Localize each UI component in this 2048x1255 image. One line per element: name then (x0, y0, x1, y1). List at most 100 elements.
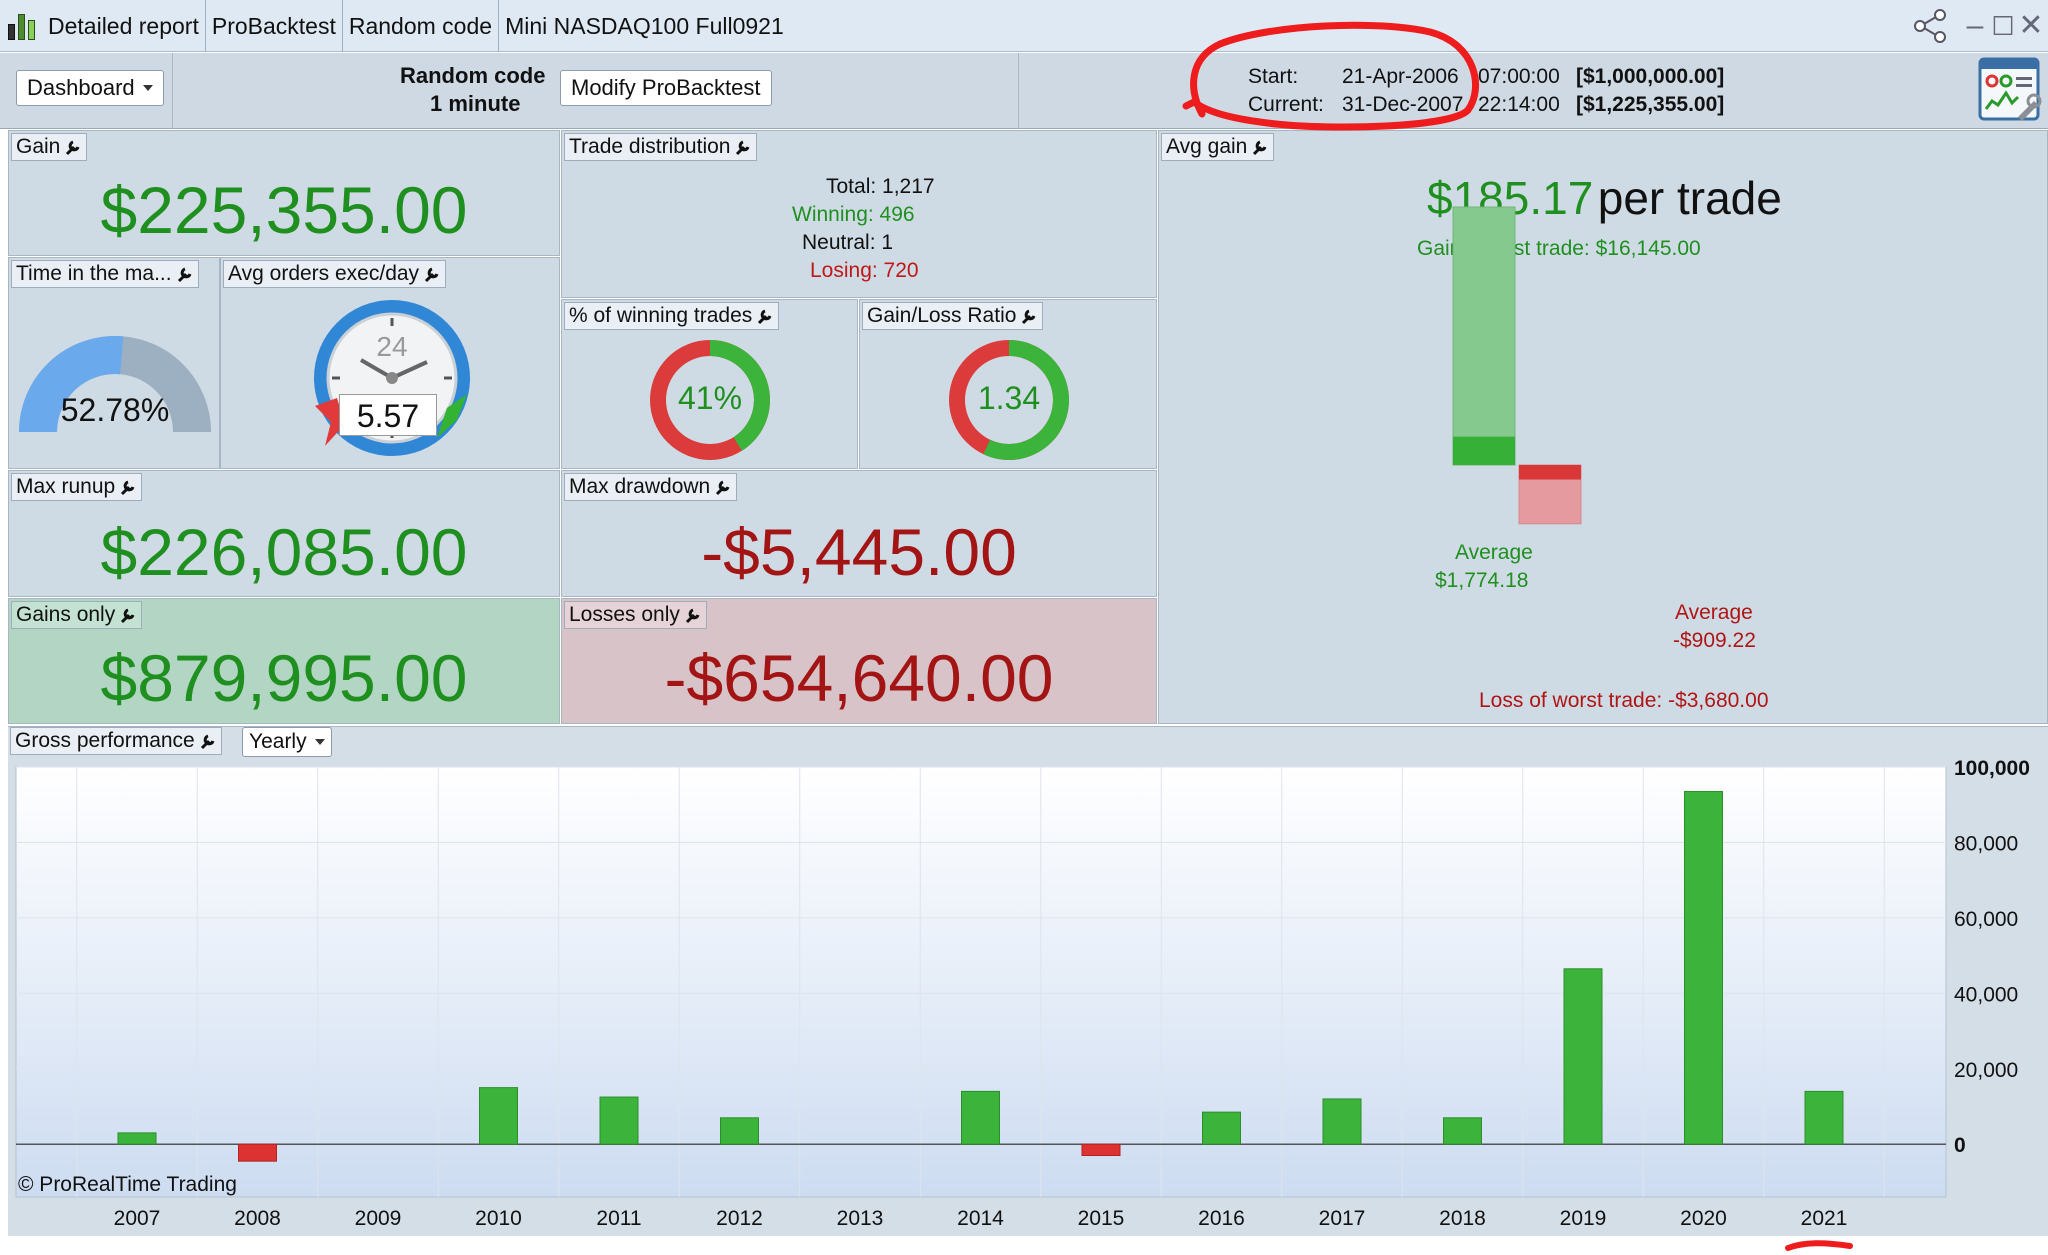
wrench-icon[interactable] (1251, 138, 1269, 156)
view-select[interactable]: Dashboard (16, 70, 164, 106)
wrench-icon[interactable] (756, 307, 774, 325)
bar-2019 (1563, 968, 1603, 1145)
avg-gain-headline: $185.17 per trade (1427, 171, 1782, 225)
trade-winning: Winning: 496 (792, 203, 915, 226)
worst-trade-label: Loss of worst trade: -$3,680.00 (1479, 689, 1769, 712)
x-tick-label: 2021 (1801, 1207, 1848, 1230)
tab-probacktest[interactable]: ProBacktest (206, 0, 343, 52)
gain-value: $225,355.00 (100, 173, 468, 247)
wrench-icon[interactable] (176, 265, 194, 283)
time-in-market-value: 52.78% (60, 392, 170, 428)
timeframe: 1 minute (430, 91, 521, 116)
y-tick-label: 0 (1954, 1134, 1966, 1157)
bar-2016 (1202, 1111, 1241, 1145)
tab-random-code[interactable]: Random code (343, 0, 500, 52)
wrench-icon[interactable] (423, 265, 441, 283)
minimize-icon[interactable]: – (1966, 9, 1984, 42)
close-icon[interactable]: ✕ (2018, 9, 2044, 42)
wrench-icon[interactable] (119, 606, 137, 624)
gross-performance-panel: Gross performance Yearly 0 20,000 40,000 60… (8, 726, 2048, 1236)
bar-2011 (599, 1096, 639, 1145)
code-name: Random code (400, 63, 546, 88)
period-select[interactable]: Yearly (242, 727, 332, 757)
candlestick-icon (0, 0, 42, 52)
winning-trades-donut (650, 340, 770, 460)
gain-loss-ratio-panel: Gain/Loss Ratio 1.34 (859, 299, 1157, 469)
hand-drawn-underline (1785, 1240, 1853, 1251)
max-runup-value: $226,085.00 (100, 515, 468, 589)
wrench-icon[interactable] (684, 606, 702, 624)
trade-distribution-title: Trade distribution (569, 135, 731, 158)
modify-probacktest-button[interactable]: Modify ProBacktest (560, 70, 772, 106)
losses-only-value: -$654,640.00 (664, 641, 1054, 715)
trade-total: Total: 1,217 (826, 175, 935, 198)
report-settings-icon[interactable] (1978, 57, 2042, 123)
gross-performance-chart: 0 20,000 40,000 60,000 80,000 100,000 2007 2008… (15, 757, 2030, 1230)
gains-only-panel: Gains only $879,995.00 (8, 598, 560, 724)
max-drawdown-value: -$5,445.00 (701, 515, 1017, 589)
best-trade-bar (1452, 206, 1516, 466)
losses-only-panel: Losses only -$654,640.00 (561, 598, 1157, 724)
wrench-icon[interactable] (714, 478, 732, 496)
time-in-market-panel: Time in the ma... 52.78% (8, 257, 220, 469)
x-tick-label: 2014 (957, 1207, 1004, 1230)
gains-only-value: $879,995.00 (100, 641, 468, 715)
view-select-label: Dashboard (27, 75, 135, 100)
x-tick-label: 2009 (355, 1207, 402, 1230)
bar-2017 (1322, 1098, 1362, 1145)
y-tick-label: 60,000 (1954, 908, 2018, 931)
avg-win-bar (1453, 436, 1515, 465)
avg-win-value: $1,774.18 (1435, 569, 1529, 592)
wrench-icon[interactable] (119, 478, 137, 496)
tab-instrument[interactable]: Mini NASDAQ100 Full0921 (505, 13, 784, 39)
current-label: Current: (1248, 93, 1324, 116)
x-tick-label: 2018 (1439, 1207, 1486, 1230)
current-time: 22:14:00 (1478, 93, 1560, 116)
avg-orders-title: Avg orders exec/day (228, 262, 420, 285)
start-label: Start: (1248, 65, 1299, 88)
max-drawdown-title: Max drawdown (569, 475, 711, 498)
trade-neutral: Neutral: 1 (802, 231, 894, 254)
bar-2014 (961, 1090, 1000, 1145)
start-time: 07:00:00 (1478, 65, 1560, 88)
maximize-icon[interactable]: ☐ (1991, 11, 2015, 41)
bar-2018 (1443, 1117, 1482, 1145)
avg-orders-value: 5.57 (339, 394, 437, 436)
wrench-icon[interactable] (734, 138, 752, 156)
gross-performance-title: Gross performance (15, 729, 195, 752)
avg-gain-unit: per trade (1597, 172, 1782, 224)
max-drawdown-panel: Max drawdown -$5,445.00 (561, 470, 1157, 597)
period-select-label: Yearly (249, 730, 307, 753)
winning-trades-title: % of winning trades (569, 304, 753, 327)
gain-title: Gain (16, 135, 61, 158)
trade-losing: Losing: 720 (810, 259, 919, 282)
tab-detailed-report[interactable]: Detailed report (42, 0, 206, 52)
avg-loss-value: -$909.22 (1673, 629, 1756, 652)
wrench-icon[interactable] (1020, 307, 1038, 325)
clock-icon: 24 (314, 300, 470, 456)
wrench-icon[interactable] (199, 732, 217, 750)
avg-gain-title: Avg gain (1166, 135, 1248, 158)
y-tick-label: 20,000 (1954, 1059, 2018, 1082)
gain-loss-ratio-value: 1.34 (977, 380, 1041, 416)
wrench-icon[interactable] (64, 138, 82, 156)
x-tick-label: 2008 (234, 1207, 281, 1230)
x-tick-label: 2013 (837, 1207, 884, 1230)
x-tick-label: 2017 (1319, 1207, 1366, 1230)
x-tick-label: 2010 (475, 1207, 522, 1230)
current-date: 31-Dec-2007 (1342, 93, 1464, 116)
trade-distribution-panel: Trade distribution Total: 1,217 Winning:… (561, 130, 1157, 298)
current-capital: [$1,225,355.00] (1576, 93, 1725, 116)
share-icon[interactable] (1912, 8, 1952, 44)
x-tick-label: 2011 (596, 1207, 641, 1230)
clock-label: 24 (376, 331, 407, 362)
hand-drawn-circle (1182, 21, 1479, 131)
avg-win-label: Average (1455, 541, 1533, 564)
start-date: 21-Apr-2006 (1342, 65, 1459, 88)
copyright: © ProRealTime Trading (18, 1173, 237, 1196)
x-tick-label: 2020 (1680, 1207, 1727, 1230)
bar-2020 (1684, 791, 1723, 1145)
bar-2015 (1081, 1143, 1121, 1157)
winning-trades-value: 41% (677, 380, 743, 416)
time-in-market-gauge (19, 336, 211, 432)
